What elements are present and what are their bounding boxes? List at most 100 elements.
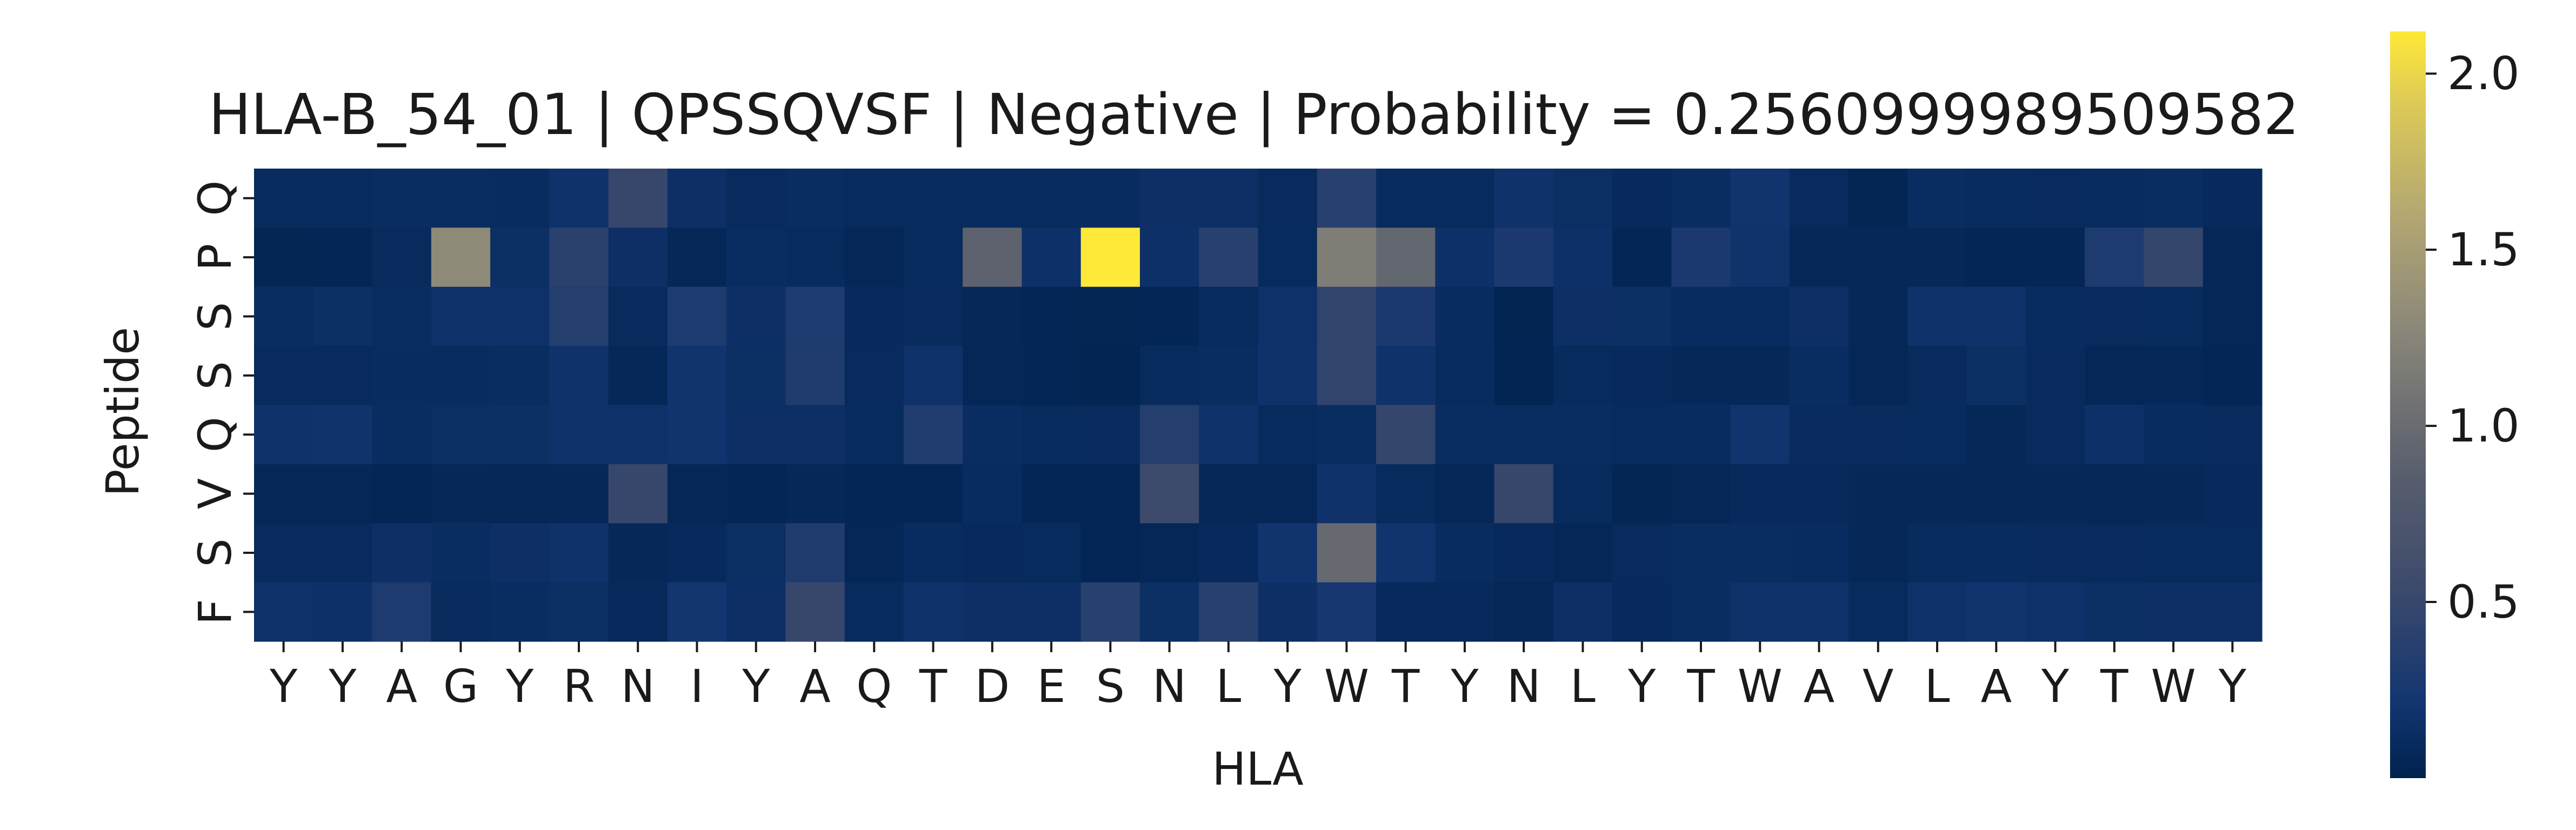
heatmap-cell: [2085, 227, 2145, 287]
heatmap-cell: [1966, 464, 2026, 524]
heatmap-cell: [1022, 227, 1082, 287]
heatmap-cell: [1848, 346, 1908, 406]
heatmap-cell: [2203, 464, 2263, 524]
heatmap-cell: [844, 405, 904, 465]
x-tick-label: N: [1507, 660, 1541, 713]
heatmap-cell: [2085, 523, 2145, 583]
heatmap-cell: [1435, 346, 1495, 406]
heatmap-cell: [313, 169, 373, 228]
heatmap-cell: [963, 464, 1023, 524]
heatmap-cell: [2144, 405, 2204, 465]
heatmap-cell: [726, 523, 786, 583]
heatmap-cell: [372, 227, 432, 287]
heatmap-cell: [608, 227, 668, 287]
heatmap-cell: [1139, 286, 1199, 346]
heatmap-cell: [1258, 286, 1318, 346]
heatmap-cell: [2025, 405, 2085, 465]
heatmap-cell: [1966, 405, 2026, 465]
heatmap-cells: [254, 169, 2263, 642]
heatmap-cell: [963, 169, 1023, 228]
heatmap-cell: [1258, 169, 1318, 228]
heatmap-cell: [963, 582, 1023, 642]
heatmap-cell: [903, 582, 963, 642]
heatmap-cell: [1671, 286, 1731, 346]
heatmap-cell: [1966, 582, 2026, 642]
heatmap-cell: [903, 227, 963, 287]
heatmap-cell: [1199, 286, 1259, 346]
heatmap-cell: [844, 523, 904, 583]
heatmap-cell: [1376, 286, 1436, 346]
heatmap-cell: [1789, 227, 1849, 287]
heatmap-cell: [903, 169, 963, 228]
heatmap-cell: [372, 523, 432, 583]
heatmap-cell: [1494, 169, 1554, 228]
colorbar-tick-label: 1.0: [2447, 399, 2520, 452]
heatmap-cell: [1553, 169, 1613, 228]
heatmap-cell: [1730, 405, 1790, 465]
x-tick-label: Y: [328, 660, 357, 713]
heatmap-cell: [431, 286, 491, 346]
heatmap-cell: [1671, 169, 1731, 228]
heatmap-cell: [1789, 405, 1849, 465]
heatmap-cell: [372, 582, 432, 642]
colorbar: [2390, 31, 2426, 778]
heatmap-cell: [1730, 227, 1790, 287]
x-tick-label: T: [1391, 660, 1420, 713]
heatmap-cell: [1907, 346, 1967, 406]
heatmap-cell: [1612, 582, 1672, 642]
x-tick-label: Y: [1273, 660, 1302, 713]
heatmap-cell: [1022, 523, 1082, 583]
heatmap-cell: [1258, 405, 1318, 465]
heatmap-cell: [1553, 227, 1613, 287]
heatmap-cell: [549, 286, 609, 346]
heatmap-cell: [1789, 464, 1849, 524]
heatmap-cell: [1435, 405, 1495, 465]
heatmap-cell: [1553, 346, 1613, 406]
heatmap-cell: [2144, 227, 2204, 287]
heatmap-cell: [1199, 169, 1259, 228]
heatmap-cell: [1258, 227, 1318, 287]
heatmap-cell: [2025, 286, 2085, 346]
heatmap-cell: [1789, 169, 1849, 228]
colorbar-tick-label: 0.5: [2447, 575, 2520, 628]
heatmap-cell: [2025, 523, 2085, 583]
heatmap-cell: [372, 286, 432, 346]
heatmap-cell: [2085, 346, 2145, 406]
x-tick-label: T: [919, 660, 947, 713]
heatmap-cell: [1139, 405, 1199, 465]
heatmap-cell: [1139, 346, 1199, 406]
heatmap-cell: [1612, 523, 1672, 583]
heatmap-cell: [608, 582, 668, 642]
heatmap-cell: [1139, 464, 1199, 524]
heatmap-cell: [667, 405, 727, 465]
heatmap-cell: [1612, 464, 1672, 524]
heatmap-cell: [2025, 582, 2085, 642]
heatmap-cell: [963, 227, 1023, 287]
heatmap-cell: [1494, 405, 1554, 465]
heatmap-cell: [726, 169, 786, 228]
heatmap-cell: [1848, 464, 1908, 524]
heatmap-cell: [431, 464, 491, 524]
heatmap-cell: [2203, 523, 2263, 583]
x-tick-label: L: [1216, 660, 1241, 713]
heatmap-cell: [1907, 227, 1967, 287]
heatmap-cell: [1789, 582, 1849, 642]
heatmap-cell: [431, 405, 491, 465]
heatmap-cell: [1907, 286, 1967, 346]
heatmap-cell: [1730, 169, 1790, 228]
heatmap-cell: [1848, 405, 1908, 465]
heatmap-cell: [785, 169, 845, 228]
heatmap-cell: [2025, 227, 2085, 287]
x-tick-label: Y: [2041, 660, 2070, 713]
heatmap-cell: [431, 227, 491, 287]
heatmap-cell: [903, 464, 963, 524]
heatmap-cell: [313, 405, 373, 465]
heatmap-cell: [490, 227, 550, 287]
heatmap-cell: [608, 169, 668, 228]
heatmap-cell: [431, 523, 491, 583]
heatmap-cell: [1317, 169, 1377, 228]
heatmap-cell: [1199, 582, 1259, 642]
heatmap-cell: [1612, 405, 1672, 465]
heatmap-cell: [1435, 227, 1495, 287]
